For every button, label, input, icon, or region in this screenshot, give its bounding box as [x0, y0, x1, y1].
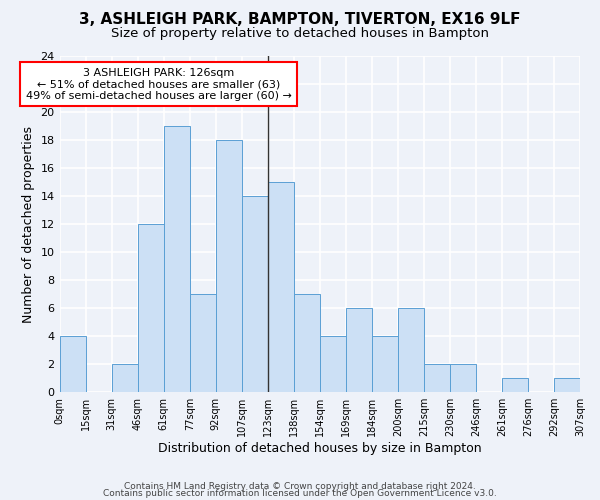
Bar: [268, 182, 294, 392]
Bar: [554, 378, 580, 392]
Bar: [59, 336, 86, 392]
Y-axis label: Number of detached properties: Number of detached properties: [22, 126, 35, 323]
Text: Size of property relative to detached houses in Bampton: Size of property relative to detached ho…: [111, 28, 489, 40]
Bar: [372, 336, 398, 392]
Bar: [398, 308, 424, 392]
Text: Contains HM Land Registry data © Crown copyright and database right 2024.: Contains HM Land Registry data © Crown c…: [124, 482, 476, 491]
Bar: [346, 308, 372, 392]
Bar: [112, 364, 137, 392]
Bar: [190, 294, 216, 392]
Bar: [424, 364, 450, 392]
Text: 3, ASHLEIGH PARK, BAMPTON, TIVERTON, EX16 9LF: 3, ASHLEIGH PARK, BAMPTON, TIVERTON, EX1…: [79, 12, 521, 28]
Text: Contains public sector information licensed under the Open Government Licence v3: Contains public sector information licen…: [103, 490, 497, 498]
Bar: [294, 294, 320, 392]
X-axis label: Distribution of detached houses by size in Bampton: Distribution of detached houses by size …: [158, 442, 482, 455]
Bar: [216, 140, 242, 392]
Bar: [137, 224, 164, 392]
Bar: [450, 364, 476, 392]
Bar: [320, 336, 346, 392]
Bar: [242, 196, 268, 392]
Text: 3 ASHLEIGH PARK: 126sqm
← 51% of detached houses are smaller (63)
49% of semi-de: 3 ASHLEIGH PARK: 126sqm ← 51% of detache…: [26, 68, 292, 101]
Bar: [164, 126, 190, 392]
Bar: [502, 378, 528, 392]
